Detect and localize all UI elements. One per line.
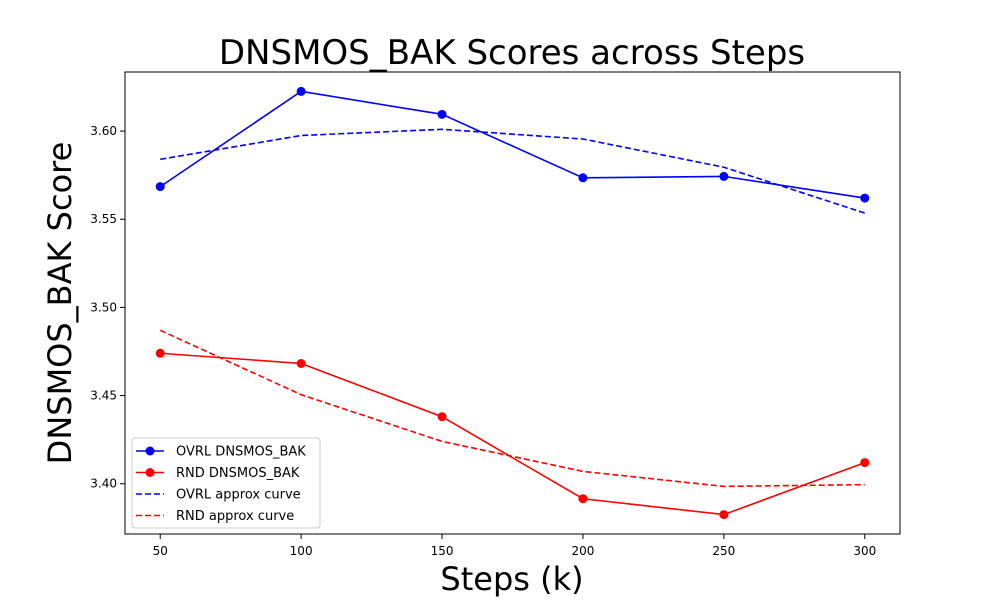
series-0-point xyxy=(155,182,165,192)
legend-swatch-marker xyxy=(145,468,155,477)
plot-area xyxy=(124,71,901,535)
x-tick-label: 150 xyxy=(431,544,454,558)
y-tick-label: 3.50 xyxy=(90,300,117,314)
y-axis-label: DNSMOS_BAK Score xyxy=(41,142,79,465)
series-layer xyxy=(155,86,870,520)
series-line-2 xyxy=(160,128,866,214)
series-line-0 xyxy=(159,90,865,199)
x-tick-label: 50 xyxy=(153,544,168,558)
series-1-point xyxy=(155,348,165,358)
x-tick-label: 200 xyxy=(572,544,595,558)
x-tick-label: 300 xyxy=(853,544,876,558)
y-tick-label: 3.55 xyxy=(90,212,117,226)
x-axis-label: Steps (k) xyxy=(440,560,583,598)
y-axis: 3.40 3.45 3.50 3.55 3.60 xyxy=(90,124,125,491)
series-1-point xyxy=(719,510,729,520)
series-line-1 xyxy=(160,352,866,516)
legend-label: RND DNSMOS_BAK xyxy=(176,466,300,481)
legend: OVRL DNSMOS_BAK RND DNSMOS_BAK OVRL approx… xyxy=(131,437,321,529)
series-0-point xyxy=(437,109,447,119)
y-tick-label: 3.60 xyxy=(90,124,117,138)
legend-label: OVRL approx curve xyxy=(176,488,301,503)
legend-label: OVRL DNSMOS_BAK xyxy=(176,445,306,460)
y-tick-label: 3.40 xyxy=(90,477,117,491)
legend-swatch-marker xyxy=(145,446,155,456)
series-0-point xyxy=(578,173,588,183)
legend-items: OVRL DNSMOS_BAK RND DNSMOS_BAK OVRL approx… xyxy=(136,445,306,524)
legend-label: RND approx curve xyxy=(176,509,294,524)
series-0-point xyxy=(296,86,306,96)
chart-title: DNSMOS_BAK Scores across Steps xyxy=(219,33,805,73)
x-tick-label: 250 xyxy=(712,544,735,558)
series-line-3 xyxy=(159,329,865,488)
series-1-point xyxy=(860,458,870,468)
series-1-point xyxy=(578,494,588,504)
x-axis: 50 100 150 200 250 300 xyxy=(153,534,876,558)
series-0-point xyxy=(860,193,870,203)
series-0-point xyxy=(719,171,729,181)
x-tick-label: 100 xyxy=(290,544,313,558)
series-1-point xyxy=(437,412,447,422)
series-1-point xyxy=(296,358,306,368)
y-tick-label: 3.45 xyxy=(90,389,117,403)
legend-box xyxy=(131,437,321,529)
